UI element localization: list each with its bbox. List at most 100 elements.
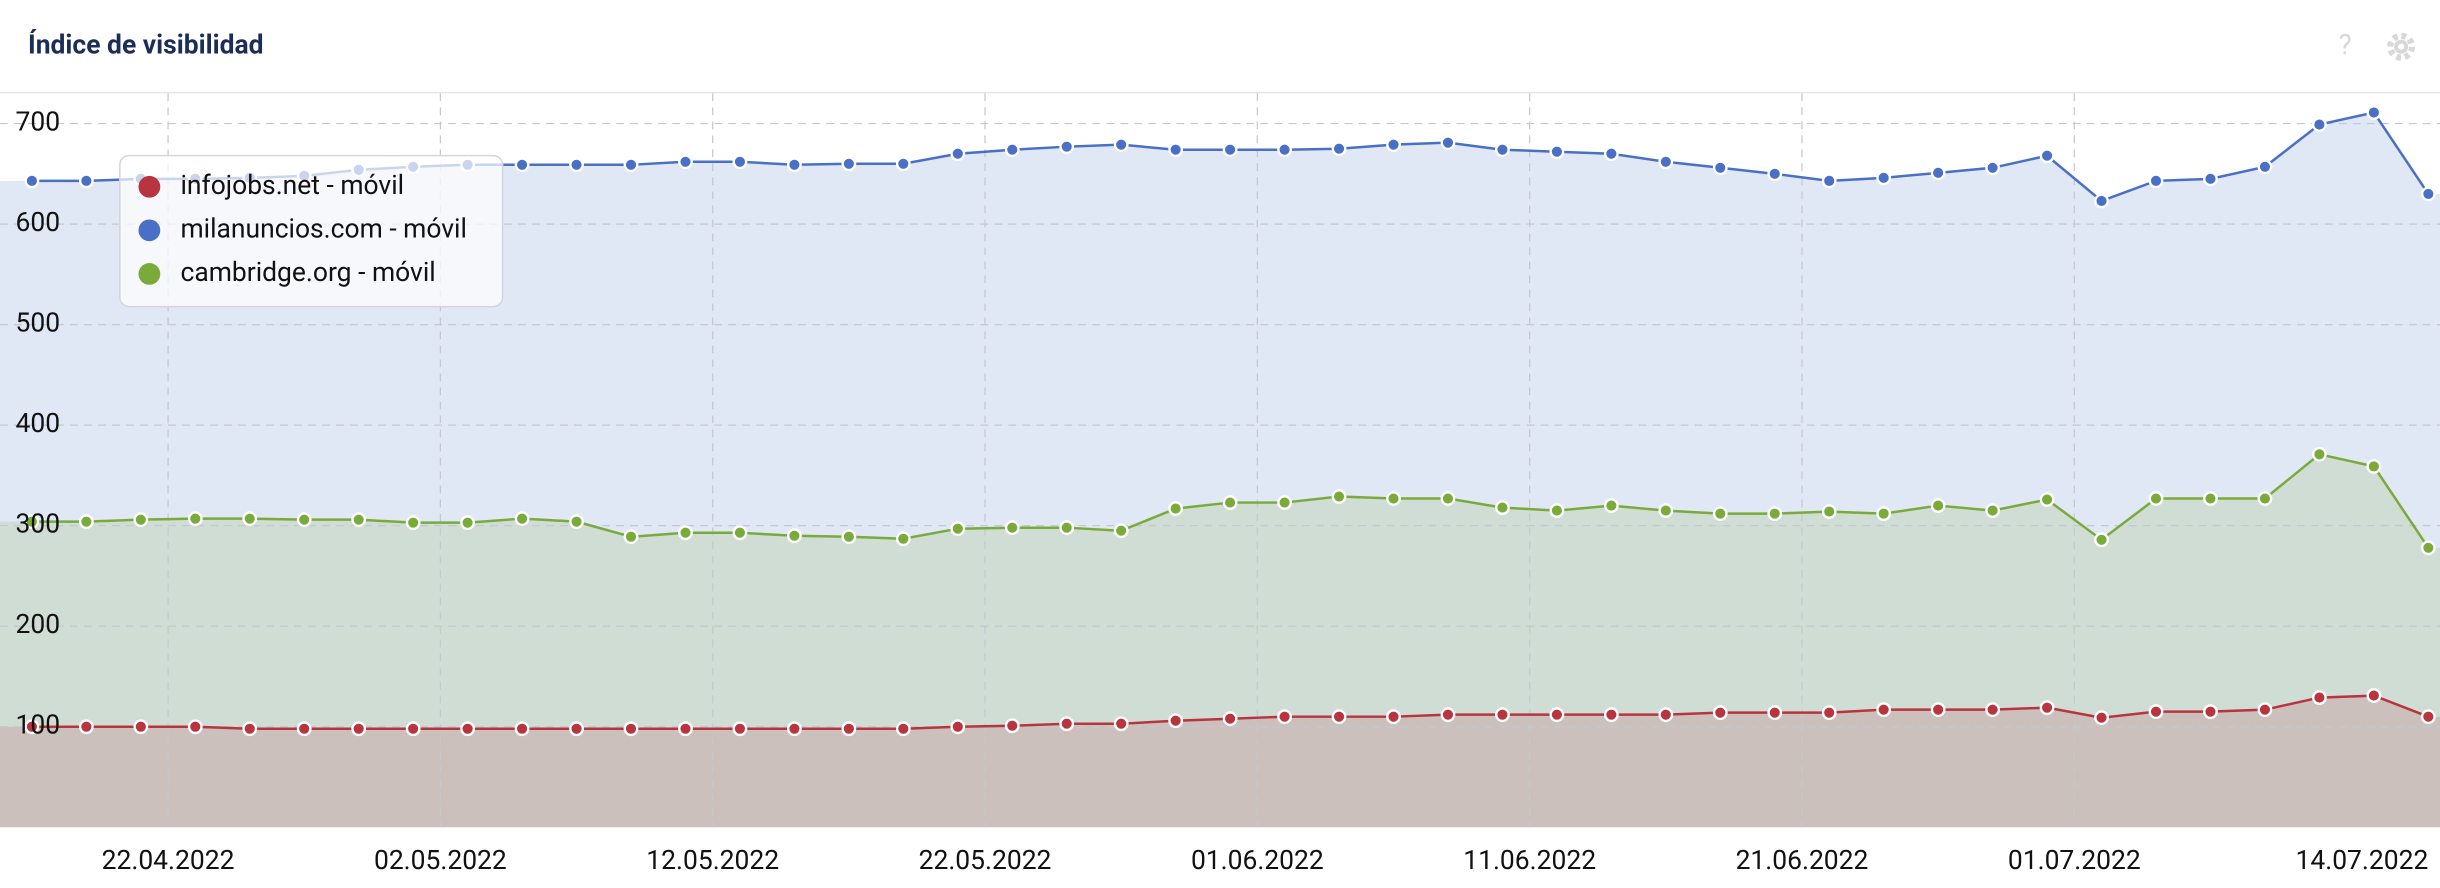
data-point [2366,105,2382,120]
x-tick-label: 01.06.2022 [1191,845,1324,876]
data-point [1985,702,2001,718]
data-point [2420,709,2436,725]
data-point [569,514,584,530]
y-tick-label: 300 [16,509,61,540]
y-tick-label: 600 [16,207,61,238]
series-area [0,695,2440,828]
data-point [296,721,312,737]
data-point [1712,705,1728,721]
data-point [24,173,40,189]
data-point [2203,704,2218,720]
data-point [2257,159,2273,175]
data-point [1930,498,1946,513]
data-point [895,531,911,547]
data-point [1930,165,1946,181]
data-point [133,512,149,528]
data-point [1603,498,1619,513]
data-point [732,525,748,541]
data-point [950,719,966,735]
legend-marker [138,263,161,285]
data-point [2203,491,2218,506]
data-point [950,521,966,537]
data-point [841,529,857,545]
data-point [1331,709,1347,725]
data-point [405,515,421,531]
data-point [1876,702,1892,718]
settings-icon[interactable] [2387,32,2416,61]
data-point [1386,491,1401,506]
y-tick-label: 700 [16,107,61,138]
data-point [2257,491,2273,506]
data-point [1930,702,1946,718]
data-point [1658,154,1674,170]
data-point [623,721,639,737]
data-point [187,511,203,527]
data-point [514,511,530,527]
data-point [623,157,639,173]
legend-marker [138,175,161,198]
x-tick-label: 22.05.2022 [919,845,1052,876]
x-tick-label: 02.05.2022 [374,845,507,876]
data-point [1985,160,2001,176]
data-point [1658,503,1674,518]
data-point [24,514,40,530]
data-point [2148,491,2164,506]
data-point [1277,495,1292,510]
data-point [1712,160,1728,176]
data-point [2420,186,2436,202]
data-point [78,173,94,189]
data-point [1222,495,1238,510]
data-point [1168,713,1184,729]
data-point [2094,532,2109,548]
data-point [1985,503,2001,518]
data-point [2094,710,2109,726]
data-point [187,719,203,735]
data-point [1549,503,1565,518]
data-point [678,525,693,541]
data-point [569,721,584,737]
data-point [2257,702,2273,718]
data-point [1277,709,1292,725]
data-point [1712,506,1728,522]
data-point [895,156,911,172]
data-point [1767,506,1783,522]
data-point [1821,504,1837,520]
legend-label: infojobs.net - móvil [181,170,405,201]
data-point [623,529,639,545]
data-point [2312,690,2327,705]
data-point [1113,716,1129,732]
x-tick-label: 01.07.2022 [2008,845,2141,876]
data-point [1331,489,1347,504]
data-point [78,719,94,735]
x-tick-label: 14.07.2022 [2296,845,2429,876]
data-point [1440,491,1456,506]
data-point [514,157,530,173]
series-area [0,454,2440,828]
data-point [569,157,584,173]
x-tick-label: 12.05.2022 [646,845,779,876]
data-point [841,156,857,172]
y-tick-label: 100 [16,710,61,741]
y-tick-label: 200 [16,609,61,640]
data-point [732,721,748,737]
plot: 22.04.2022 02.05.2022 12.05.2022 22.05.2022… [0,93,2440,876]
data-point [678,721,693,737]
data-point [787,157,802,173]
data-point [1168,142,1184,158]
data-point [950,146,966,162]
data-point [2039,700,2055,716]
data-point [1113,523,1129,539]
data-point [1004,718,1020,734]
data-point [1495,142,1510,158]
data-point [1821,173,1837,189]
data-point [841,721,857,737]
help-icon[interactable]: ? [2338,28,2351,61]
data-point [2039,148,2055,164]
data-point [296,512,312,528]
data-point [242,721,258,737]
data-point [2148,704,2164,720]
data-point [787,721,802,737]
data-point [2203,171,2218,187]
data-point [895,721,911,737]
data-point [678,154,693,170]
